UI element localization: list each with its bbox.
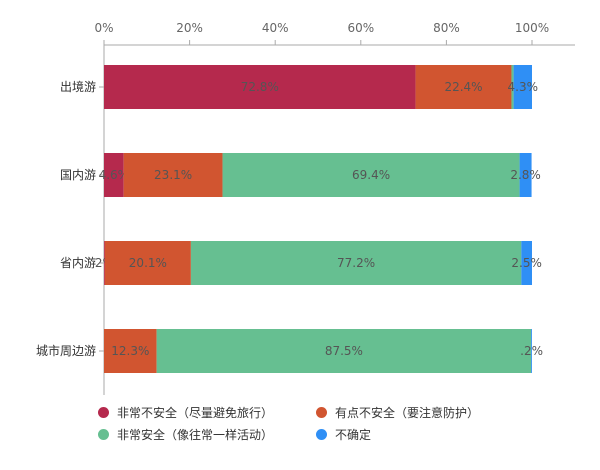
bar-segment [104,329,157,373]
data-label: .2% [520,344,543,358]
legend-item-uncertain[interactable]: 不确定 [316,426,371,443]
bar-segment [104,241,191,285]
bar-segment [123,153,223,197]
bar-segment [104,241,105,285]
bar-segment [531,329,532,373]
data-label: 72.8% [241,80,279,94]
data-label: 69.4% [352,168,390,182]
legend-item-very-unsafe[interactable]: 非常不安全（尽量避免旅行） [98,404,273,421]
x-tick-label: 60% [347,21,374,35]
bar-segment [513,65,532,109]
category-label: 省内游 [60,256,96,270]
bar-segment [415,65,512,109]
bar-segment [190,241,522,285]
data-label: 2.5% [511,256,542,270]
data-label: 77.2% [337,256,375,270]
bar-segment [521,241,532,285]
x-tick-label: 80% [433,21,460,35]
legend-label-very-unsafe: 非常不安全（尽量避免旅行） [117,406,274,420]
bar-segment [222,153,520,197]
legend-item-somewhat-unsafe[interactable]: 有点不安全（要注意防护） [316,404,479,421]
bar-segment [156,329,532,373]
x-tick-label: 20% [176,21,203,35]
legend-label-somewhat-unsafe: 有点不安全（要注意防护） [335,406,480,420]
data-label: 87.5% [325,344,363,358]
legend-label-very-safe: 非常安全（像往常一样活动） [117,428,274,442]
legend-swatch-somewhat-unsafe [316,407,327,418]
x-tick-label: 100% [515,21,549,35]
legend-swatch-uncertain [316,429,327,440]
legend-swatch-very-safe [98,429,109,440]
category-label: 城市周边游 [36,343,96,358]
x-tick-label: 40% [262,21,289,35]
category-label: 国内游 [60,168,96,182]
legend-label-uncertain: 不确定 [335,428,372,442]
data-label: 4.6% [99,168,130,182]
data-label: 12.3% [111,344,149,358]
category-label: 出境游 [60,79,96,94]
data-label: 23.1% [154,168,192,182]
legend-swatch-very-unsafe [98,407,109,418]
bar-segment [519,153,532,197]
bar-segment [104,153,124,197]
legend-item-very-safe[interactable]: 非常安全（像往常一样活动） [98,426,273,443]
data-label: 22.4% [444,80,482,94]
bar-segment [104,65,416,109]
data-label: 4.3% [508,80,539,94]
data-label: 20.1% [129,256,167,270]
x-tick-label: 0% [94,21,113,35]
bar-segment [511,65,514,109]
data-label: 2.8% [510,168,541,182]
